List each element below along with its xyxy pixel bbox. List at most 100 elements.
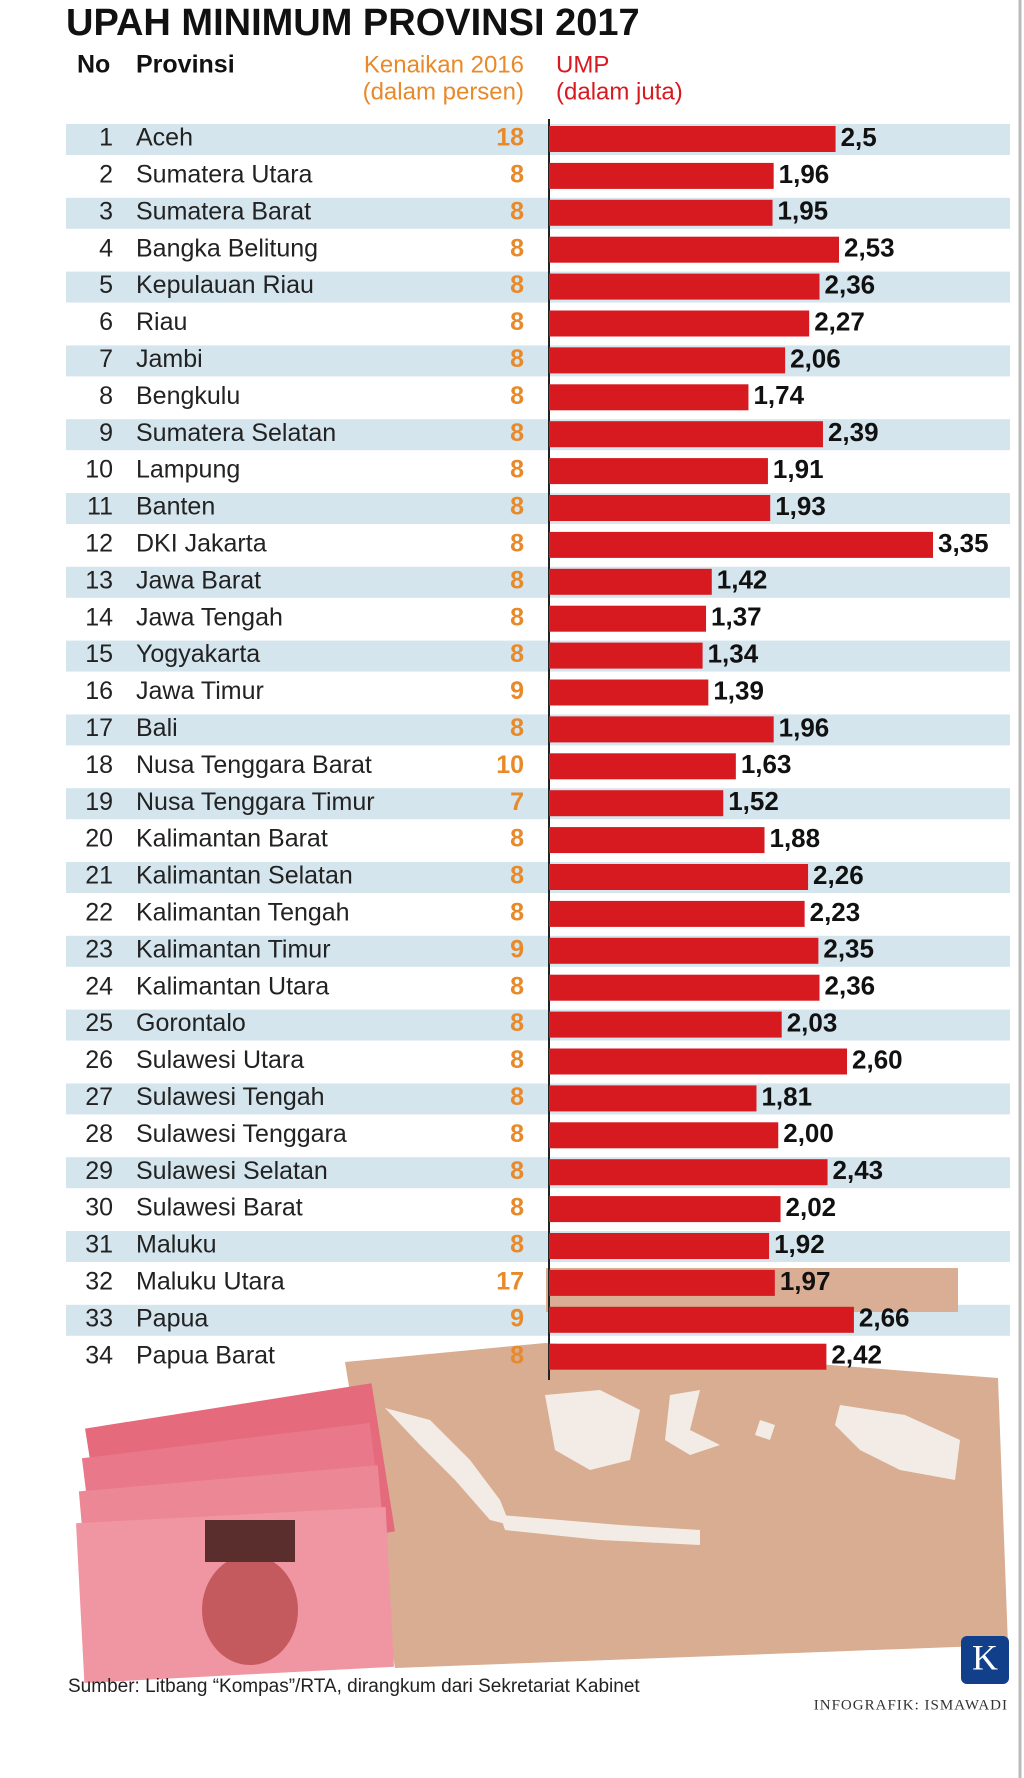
bar	[549, 974, 820, 1001]
province: Sulawesi Utara	[136, 1046, 304, 1074]
province: Sulawesi Tengah	[136, 1083, 325, 1111]
increase: 8	[510, 566, 524, 594]
value-label: 1,74	[753, 380, 804, 410]
row-number: 4	[99, 234, 113, 262]
value-label: 2,5	[841, 122, 877, 152]
row-stripe	[66, 566, 1010, 598]
row-number: 31	[85, 1231, 113, 1259]
increase: 8	[510, 493, 524, 521]
province: Sumatera Selatan	[136, 419, 336, 447]
value-label: 2,42	[831, 1340, 882, 1370]
province: DKI Jakarta	[136, 530, 267, 558]
row-number: 21	[85, 862, 113, 890]
bar	[549, 790, 724, 817]
envelope	[345, 1343, 1008, 1668]
value-label: 2,00	[783, 1118, 834, 1148]
increase: 8	[510, 308, 524, 336]
row-number: 5	[99, 271, 113, 299]
increase: 17	[496, 1268, 524, 1296]
header-no: No	[77, 51, 110, 79]
row-stripe	[66, 493, 1010, 524]
province: Kepulauan Riau	[136, 271, 314, 299]
row-number: 1	[99, 124, 113, 152]
bar	[549, 126, 836, 152]
bar	[549, 1122, 779, 1149]
bar	[549, 347, 786, 374]
row-stripe	[66, 862, 1010, 893]
bar	[549, 568, 712, 595]
value-label: 1,96	[779, 712, 830, 742]
bar	[549, 1196, 781, 1223]
increase: 8	[510, 345, 524, 373]
bar	[549, 162, 774, 189]
province: Sumatera Utara	[136, 161, 313, 189]
province: Sumatera Barat	[136, 197, 311, 225]
increase: 10	[496, 751, 524, 779]
province: Maluku Utara	[136, 1268, 285, 1296]
increase: 8	[510, 382, 524, 410]
row-number: 12	[85, 530, 113, 558]
bar	[549, 421, 823, 448]
value-label: 1,42	[717, 565, 768, 595]
value-label: 1,81	[761, 1081, 812, 1111]
increase: 8	[510, 899, 524, 927]
province: Bali	[136, 714, 178, 742]
increase: 8	[510, 972, 524, 1000]
source: Sumber: Litbang “Kompas”/RTA, dirangkum …	[68, 1676, 640, 1697]
increase: 8	[510, 640, 524, 668]
value-label: 1,34	[708, 638, 759, 668]
province: Gorontalo	[136, 1009, 246, 1037]
row-number: 30	[85, 1194, 113, 1222]
credit: INFOGRAFIK: ISMAWADI	[814, 1697, 1008, 1713]
row-number: 27	[85, 1083, 113, 1111]
row-number: 15	[85, 640, 113, 668]
row-number: 34	[85, 1341, 113, 1369]
rows: 1 Aceh 18 2,5 2 Sumatera Utara 8 1,96 3 Sumatera …	[85, 122, 989, 1370]
increase: 8	[510, 1120, 524, 1148]
bar	[549, 1233, 770, 1259]
value-label: 1,88	[769, 823, 820, 853]
province: Bengkulu	[136, 382, 240, 410]
row-stripe	[66, 345, 1010, 377]
increase: 8	[510, 1231, 524, 1259]
bar	[549, 716, 774, 743]
row-number: 16	[85, 677, 113, 705]
value-label: 1,93	[775, 491, 826, 521]
row-stripe	[66, 714, 1010, 746]
value-label: 2,39	[828, 417, 879, 447]
value-label: 1,95	[778, 196, 829, 226]
province: Sulawesi Tenggara	[136, 1120, 347, 1148]
bar	[549, 273, 820, 300]
province: Jawa Tengah	[136, 603, 283, 631]
province: Maluku	[136, 1231, 217, 1259]
province: Kalimantan Timur	[136, 935, 331, 963]
illustration	[76, 1268, 1008, 1684]
row-number: 10	[85, 456, 113, 484]
header-province: Provinsi	[136, 51, 235, 79]
bar	[549, 827, 765, 854]
header-value-unit: (dalam juta)	[556, 78, 683, 105]
province: Kalimantan Utara	[136, 972, 329, 1000]
value-label: 2,36	[825, 971, 876, 1001]
value-label: 2,53	[844, 233, 895, 263]
row-stripe	[66, 1231, 1010, 1262]
row-number: 18	[85, 751, 113, 779]
value-label: 2,36	[825, 269, 876, 299]
row-number: 6	[99, 308, 113, 336]
increase: 8	[510, 825, 524, 853]
row-number: 7	[99, 345, 113, 373]
bar	[549, 531, 933, 558]
row-number: 3	[99, 197, 113, 225]
value-label: 1,37	[711, 602, 762, 632]
value-label: 2,66	[859, 1303, 910, 1333]
bar	[549, 1048, 848, 1075]
province: Papua	[136, 1304, 208, 1332]
bar	[549, 900, 805, 927]
map	[385, 1390, 960, 1545]
value-label: 1,52	[728, 786, 779, 816]
title: UPAH MINIMUM PROVINSI 2017	[66, 2, 640, 44]
increase: 8	[510, 161, 524, 189]
value-label: 2,23	[810, 897, 861, 927]
